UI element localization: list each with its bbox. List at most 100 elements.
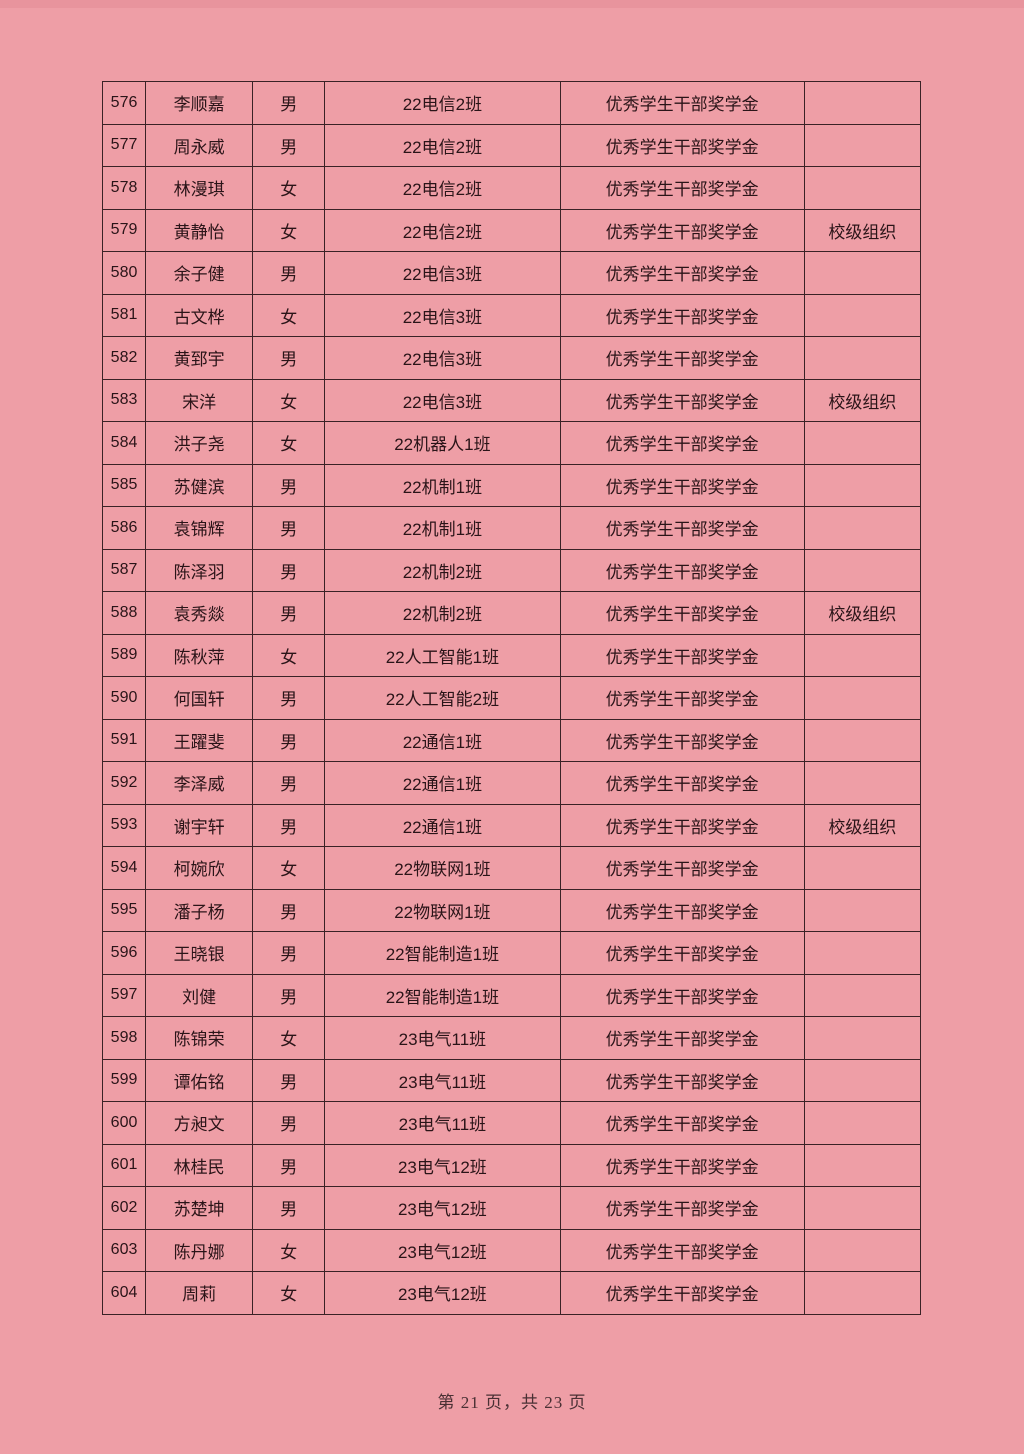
class-name-cell: 22电信3班 bbox=[324, 251, 561, 295]
row-number-cell: 602 bbox=[101, 1186, 147, 1230]
remark-cell bbox=[803, 1101, 922, 1145]
remark-cell bbox=[803, 1228, 922, 1272]
award-name-cell: 优秀学生干部奖学金 bbox=[559, 633, 805, 677]
award-name-cell: 优秀学生干部奖学金 bbox=[559, 421, 805, 465]
student-name-cell: 刘健 bbox=[145, 973, 254, 1017]
gender-cell: 男 bbox=[252, 1101, 326, 1145]
class-name-cell: 22机制2班 bbox=[324, 591, 561, 635]
student-name-cell: 黄郅宇 bbox=[145, 336, 254, 380]
award-name-cell: 优秀学生干部奖学金 bbox=[559, 591, 805, 635]
class-name-cell: 22电信2班 bbox=[324, 208, 561, 252]
award-name-cell: 优秀学生干部奖学金 bbox=[559, 888, 805, 932]
student-name-cell: 陈泽羽 bbox=[145, 548, 254, 592]
gender-cell: 男 bbox=[252, 718, 326, 762]
table-row: 590 何国轩男 22人工智能2班 优秀学生干部奖学金 bbox=[101, 676, 922, 720]
remark-cell bbox=[803, 1143, 922, 1187]
remark-cell bbox=[803, 1016, 922, 1060]
student-name-cell: 洪子尧 bbox=[145, 421, 254, 465]
table-row: 601 林桂民男 23电气12班 优秀学生干部奖学金 bbox=[101, 1143, 922, 1187]
gender-cell: 女 bbox=[252, 633, 326, 677]
table-row: 581 古文桦女 22电信3班 优秀学生干部奖学金 bbox=[101, 293, 922, 337]
class-name-cell: 22机制2班 bbox=[324, 548, 561, 592]
class-name-cell: 23电气11班 bbox=[324, 1101, 561, 1145]
student-name-cell: 李顺嘉 bbox=[145, 81, 254, 125]
student-name-cell: 何国轩 bbox=[145, 676, 254, 720]
gender-cell: 女 bbox=[252, 293, 326, 337]
student-name-cell: 陈丹娜 bbox=[145, 1228, 254, 1272]
award-name-cell: 优秀学生干部奖学金 bbox=[559, 81, 805, 125]
gender-cell: 女 bbox=[252, 846, 326, 890]
remark-cell bbox=[803, 1186, 922, 1230]
student-name-cell: 苏楚坤 bbox=[145, 1186, 254, 1230]
gender-cell: 女 bbox=[252, 378, 326, 422]
table-row: 583 宋洋女 22电信3班 优秀学生干部奖学金 校级组织 bbox=[101, 378, 922, 422]
class-name-cell: 23电气12班 bbox=[324, 1143, 561, 1187]
student-name-cell: 柯婉欣 bbox=[145, 846, 254, 890]
student-name-cell: 周永威 bbox=[145, 123, 254, 167]
row-number-cell: 601 bbox=[101, 1143, 147, 1187]
remark-cell bbox=[803, 81, 922, 125]
gender-cell: 男 bbox=[252, 931, 326, 975]
table-row: 602 苏楚坤男 23电气12班 优秀学生干部奖学金 bbox=[101, 1186, 922, 1230]
student-name-cell: 陈锦荣 bbox=[145, 1016, 254, 1060]
gender-cell: 男 bbox=[252, 251, 326, 295]
table-row: 588 袁秀燚男 22机制2班 优秀学生干部奖学金 校级组织 bbox=[101, 591, 922, 635]
table-row: 587 陈泽羽男 22机制2班 优秀学生干部奖学金 bbox=[101, 548, 922, 592]
student-name-cell: 林桂民 bbox=[145, 1143, 254, 1187]
remark-cell bbox=[803, 1058, 922, 1102]
remark-cell bbox=[803, 506, 922, 550]
class-name-cell: 23电气12班 bbox=[324, 1271, 561, 1315]
student-name-cell: 苏健滨 bbox=[145, 463, 254, 507]
table-row: 603 陈丹娜女 23电气12班 优秀学生干部奖学金 bbox=[101, 1228, 922, 1272]
gender-cell: 男 bbox=[252, 123, 326, 167]
table-row: 594 柯婉欣女 22物联网1班 优秀学生干部奖学金 bbox=[101, 846, 922, 890]
remark-cell: 校级组织 bbox=[803, 208, 922, 252]
table-row: 597 刘健男 22智能制造1班 优秀学生干部奖学金 bbox=[101, 973, 922, 1017]
class-name-cell: 22智能制造1班 bbox=[324, 973, 561, 1017]
table-row: 584 洪子尧女 22机器人1班 优秀学生干部奖学金 bbox=[101, 421, 922, 465]
award-name-cell: 优秀学生干部奖学金 bbox=[559, 506, 805, 550]
class-name-cell: 22通信1班 bbox=[324, 803, 561, 847]
remark-cell bbox=[803, 931, 922, 975]
student-name-cell: 李泽威 bbox=[145, 761, 254, 805]
award-name-cell: 优秀学生干部奖学金 bbox=[559, 463, 805, 507]
gender-cell: 男 bbox=[252, 1186, 326, 1230]
remark-cell: 校级组织 bbox=[803, 591, 922, 635]
gender-cell: 男 bbox=[252, 81, 326, 125]
remark-cell bbox=[803, 846, 922, 890]
class-name-cell: 22机器人1班 bbox=[324, 421, 561, 465]
row-number-cell: 586 bbox=[101, 506, 147, 550]
gender-cell: 男 bbox=[252, 591, 326, 635]
gender-cell: 女 bbox=[252, 421, 326, 465]
row-number-cell: 598 bbox=[101, 1016, 147, 1060]
table-row: 604 周莉女 23电气12班 优秀学生干部奖学金 bbox=[101, 1271, 922, 1315]
gender-cell: 女 bbox=[252, 166, 326, 210]
remark-cell bbox=[803, 421, 922, 465]
row-number-cell: 580 bbox=[101, 251, 147, 295]
row-number-cell: 585 bbox=[101, 463, 147, 507]
student-name-cell: 宋洋 bbox=[145, 378, 254, 422]
class-name-cell: 22物联网1班 bbox=[324, 888, 561, 932]
row-number-cell: 579 bbox=[101, 208, 147, 252]
student-name-cell: 方昶文 bbox=[145, 1101, 254, 1145]
row-number-cell: 604 bbox=[101, 1271, 147, 1315]
student-name-cell: 潘子杨 bbox=[145, 888, 254, 932]
award-name-cell: 优秀学生干部奖学金 bbox=[559, 1271, 805, 1315]
gender-cell: 男 bbox=[252, 676, 326, 720]
row-number-cell: 589 bbox=[101, 633, 147, 677]
award-name-cell: 优秀学生干部奖学金 bbox=[559, 1058, 805, 1102]
class-name-cell: 22电信3班 bbox=[324, 378, 561, 422]
table-row: 595 潘子杨男 22物联网1班 优秀学生干部奖学金 bbox=[101, 888, 922, 932]
row-number-cell: 582 bbox=[101, 336, 147, 380]
remark-cell bbox=[803, 463, 922, 507]
gender-cell: 女 bbox=[252, 1271, 326, 1315]
student-name-cell: 黄静怡 bbox=[145, 208, 254, 252]
scholarship-table: 576 李顺嘉男 22电信2班 优秀学生干部奖学金 577 周永威男 22电信2班 优秀学生干… bbox=[101, 81, 922, 1315]
class-name-cell: 22人工智能1班 bbox=[324, 633, 561, 677]
table-row: 591 王躍斐男 22通信1班 优秀学生干部奖学金 bbox=[101, 718, 922, 762]
remark-cell bbox=[803, 293, 922, 337]
gender-cell: 男 bbox=[252, 463, 326, 507]
row-number-cell: 590 bbox=[101, 676, 147, 720]
award-name-cell: 优秀学生干部奖学金 bbox=[559, 846, 805, 890]
award-name-cell: 优秀学生干部奖学金 bbox=[559, 378, 805, 422]
